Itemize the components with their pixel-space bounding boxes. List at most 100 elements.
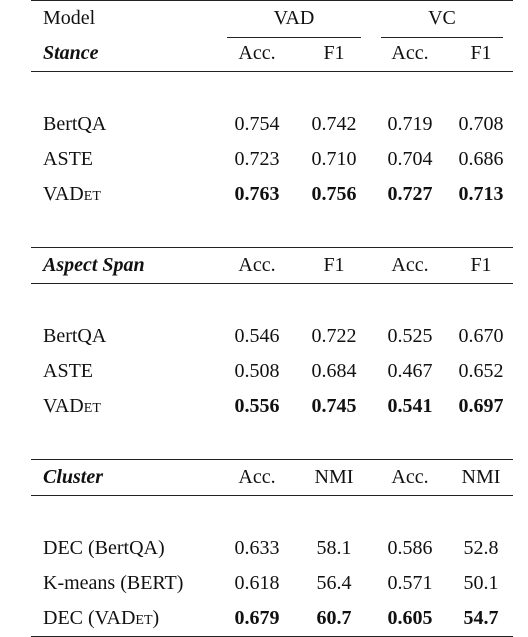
spacer-cell [31, 212, 217, 248]
metric-header: F1 [297, 247, 371, 284]
metric-header: F1 [449, 247, 513, 284]
value-cell: 0.710 [311, 148, 357, 170]
value-cell: 0.546 [234, 325, 280, 347]
metric-header: Acc. [217, 247, 297, 284]
value-cell: 54.7 [449, 601, 513, 637]
value-cell: 0.586 [387, 537, 433, 559]
value-cell: 0.742 [311, 113, 357, 135]
section-title: Cluster [31, 459, 217, 496]
spacer-cell [31, 71, 217, 107]
value-cell: 0.754 [234, 113, 280, 135]
metric-header: Acc. [238, 42, 276, 64]
value-cell: 0.719 [387, 113, 433, 135]
spacer-cell [217, 283, 297, 319]
value-cell: 0.679 [217, 601, 297, 637]
spacer-cell [31, 495, 217, 531]
value-cell: 0.467 [387, 360, 433, 382]
model-name: DEC (VADet) [31, 601, 217, 637]
vc-group-rule [381, 37, 503, 38]
spacer-cell [297, 212, 371, 248]
value-cell: 0.618 [234, 572, 280, 594]
value-cell: 56.4 [316, 572, 352, 594]
metric-header: Acc. [391, 42, 429, 64]
vc-group-header: VC [371, 0, 513, 38]
metric-header: NMI [449, 459, 513, 496]
model-name-main: K-means (BERT) [43, 572, 184, 594]
value-cell: 0.697 [458, 395, 504, 417]
spacer-cell [297, 71, 371, 107]
spacer-cell [297, 283, 371, 319]
model-name-main: DEC (VAD [43, 607, 136, 629]
model-name: BertQA [31, 107, 217, 142]
model-name: ASTE [31, 142, 217, 177]
vad-group-rule [227, 37, 361, 38]
vad-group-header: VAD [217, 0, 371, 38]
spacer-cell [217, 212, 297, 248]
spacer-cell [31, 424, 217, 460]
table-row: VADet 0.556 0.745 0.541 0.697 [31, 389, 513, 424]
table-row: K-means (BERT) 0.618 56.4 0.571 50.1 [31, 566, 513, 601]
value-cell: 0.633 [234, 537, 280, 559]
spacer-cell [371, 283, 449, 319]
model-name-smallcaps: et [83, 183, 101, 205]
value-cell: 0.704 [387, 148, 433, 170]
spacer-cell [449, 283, 513, 319]
value-cell: 0.508 [234, 360, 280, 382]
section-header-row: Aspect Span Acc. F1 Acc. F1 [31, 247, 513, 284]
value-cell: 52.8 [463, 537, 499, 559]
spacer-cell [449, 212, 513, 248]
value-cell: 0.722 [311, 325, 357, 347]
spacer-cell [297, 424, 371, 460]
model-name-main: VAD [43, 395, 84, 417]
model-name: BertQA [31, 319, 217, 354]
section-gap [31, 424, 513, 460]
metric-header: Acc. [217, 459, 297, 496]
table-row: ASTE 0.508 0.684 0.467 0.652 [31, 354, 513, 389]
section-header-row: Cluster Acc. NMI Acc. NMI [31, 459, 513, 496]
table-row: VADet 0.763 0.756 0.727 0.713 [31, 177, 513, 212]
value-cell: 0.723 [234, 148, 280, 170]
model-name: VADet [31, 389, 217, 424]
value-cell: 0.556 [234, 395, 280, 417]
section-rule [31, 283, 513, 319]
metric-header: NMI [297, 459, 371, 496]
model-name-main: DEC (BertQA) [43, 537, 165, 559]
spacer-cell [371, 495, 449, 531]
value-cell: 58.1 [316, 537, 352, 559]
model-name: DEC (BertQA) [31, 531, 217, 566]
model-name: VADet [31, 177, 217, 212]
model-name-smallcaps: et [135, 607, 153, 629]
metric-header: F1 [323, 42, 345, 64]
table-row: BertQA 0.754 0.742 0.719 0.708 [31, 107, 513, 142]
model-name: ASTE [31, 354, 217, 389]
metric-header: Acc. [371, 247, 449, 284]
value-cell: 0.686 [458, 148, 504, 170]
model-name-main: ASTE [43, 148, 93, 170]
spacer-cell [449, 71, 513, 107]
value-cell: 0.605 [371, 601, 449, 637]
model-column-header: Model [31, 0, 217, 36]
spacer-cell [217, 424, 297, 460]
value-cell: 0.756 [311, 183, 357, 205]
spacer-cell [217, 495, 297, 531]
value-cell: 0.708 [458, 113, 504, 135]
value-cell: 0.541 [387, 395, 433, 417]
spacer-cell [371, 424, 449, 460]
vc-group-label: VC [428, 7, 456, 29]
section-rule [31, 495, 513, 531]
value-cell: 0.684 [311, 360, 357, 382]
spacer-cell [449, 424, 513, 460]
spacer-cell [217, 71, 297, 107]
model-name-suffix: ) [152, 607, 160, 629]
model-name-main: ASTE [43, 360, 93, 382]
value-cell: 0.652 [458, 360, 504, 382]
table-row: ASTE 0.723 0.710 0.704 0.686 [31, 142, 513, 177]
table-row: DEC (BertQA) 0.633 58.1 0.586 52.8 [31, 531, 513, 566]
table-row: BertQA 0.546 0.722 0.525 0.670 [31, 319, 513, 354]
section-rule [31, 71, 513, 107]
value-cell: 60.7 [297, 601, 371, 637]
spacer-cell [371, 212, 449, 248]
model-name-smallcaps: et [83, 395, 101, 417]
section-gap [31, 212, 513, 248]
section-header-row: Stance Acc. F1 Acc. F1 [31, 36, 513, 72]
